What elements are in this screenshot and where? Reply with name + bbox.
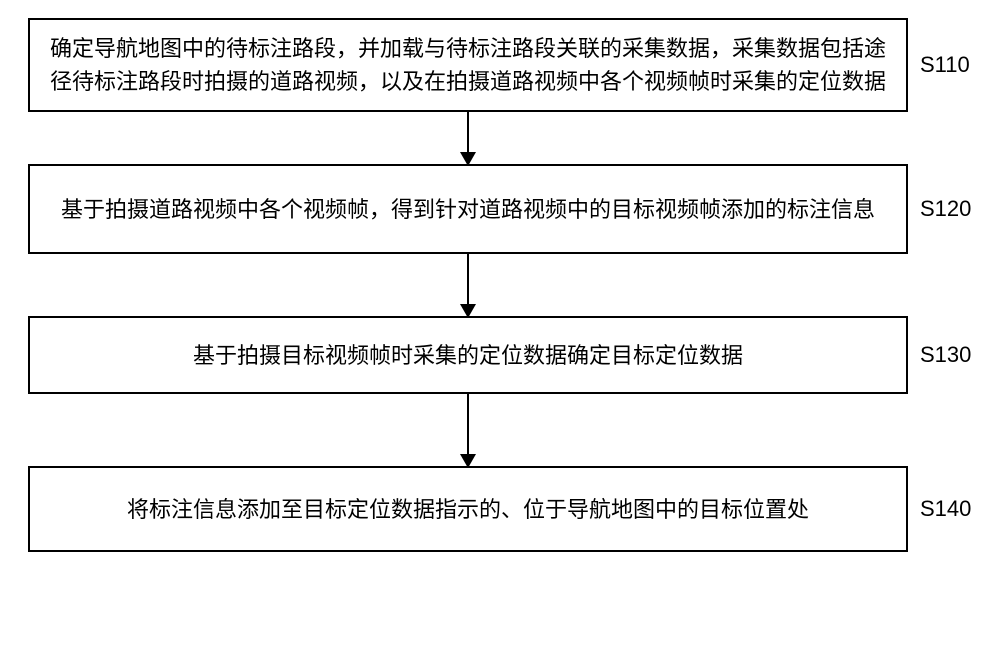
step-box-s130: 基于拍摄目标视频帧时采集的定位数据确定目标定位数据 xyxy=(28,316,908,394)
step-box-s120: 基于拍摄道路视频中各个视频帧，得到针对道路视频中的目标视频帧添加的标注信息 xyxy=(28,164,908,254)
flow-step: 基于拍摄道路视频中各个视频帧，得到针对道路视频中的目标视频帧添加的标注信息 S1… xyxy=(28,164,972,254)
flow-arrow xyxy=(28,394,908,466)
arrow-icon xyxy=(467,112,469,164)
flow-arrow xyxy=(28,254,908,316)
step-label-s140: S140 xyxy=(920,496,971,522)
step-label-s110: S110 xyxy=(920,52,970,78)
flow-step: 基于拍摄目标视频帧时采集的定位数据确定目标定位数据 S130 xyxy=(28,316,972,394)
step-label-s130: S130 xyxy=(920,342,971,368)
flowchart-container: 确定导航地图中的待标注路段，并加载与待标注路段关联的采集数据，采集数据包括途径待… xyxy=(28,18,972,552)
arrow-icon xyxy=(467,394,469,466)
arrow-icon xyxy=(467,254,469,316)
flow-step: 将标注信息添加至目标定位数据指示的、位于导航地图中的目标位置处 S140 xyxy=(28,466,972,552)
step-label-s120: S120 xyxy=(920,196,971,222)
flow-step: 确定导航地图中的待标注路段，并加载与待标注路段关联的采集数据，采集数据包括途径待… xyxy=(28,18,972,112)
step-box-s140: 将标注信息添加至目标定位数据指示的、位于导航地图中的目标位置处 xyxy=(28,466,908,552)
step-box-s110: 确定导航地图中的待标注路段，并加载与待标注路段关联的采集数据，采集数据包括途径待… xyxy=(28,18,908,112)
flow-arrow xyxy=(28,112,908,164)
